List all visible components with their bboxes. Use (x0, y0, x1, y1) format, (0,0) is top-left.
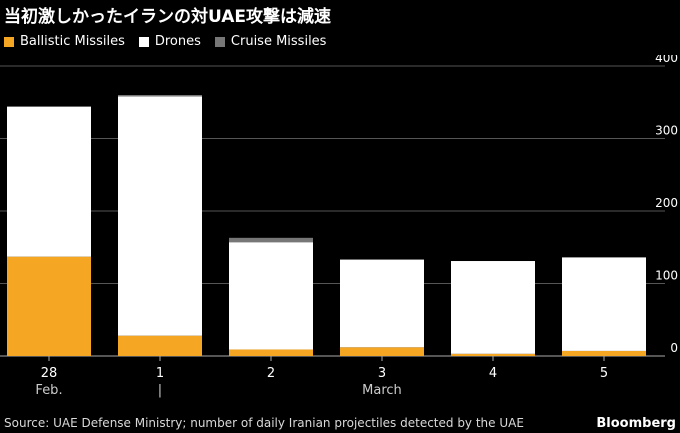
legend-label-drones: Drones (154, 34, 201, 49)
period-label: March (362, 383, 402, 398)
y-tick-label: 400 (655, 55, 678, 65)
period-label: Feb. (35, 383, 62, 398)
legend: Ballistic Missiles Drones Cruise Missile… (4, 34, 326, 49)
y-tick-label: 0 (670, 341, 678, 355)
source-note: Source: UAE Defense Ministry; number of … (4, 416, 524, 430)
bar-segment-drones (562, 257, 646, 351)
bar-segment-ballistic-missiles (229, 349, 313, 356)
bar-segment-drones (229, 242, 313, 350)
bar-segment-cruise-missiles (118, 95, 202, 97)
footer: Source: UAE Defense Ministry; number of … (4, 416, 676, 431)
bar-segment-drones (451, 261, 535, 354)
bar-segment-ballistic-missiles (562, 350, 646, 356)
x-tick-label: 28 (41, 366, 58, 381)
x-tick-label: 2 (267, 366, 275, 381)
legend-item-drones: Drones (138, 34, 201, 49)
legend-swatch-drones (138, 36, 149, 47)
legend-swatch-ballistic-missiles (4, 36, 14, 47)
y-tick-label: 300 (655, 124, 678, 138)
x-tick-label: 3 (378, 366, 386, 381)
bar-segment-drones (118, 96, 202, 336)
x-tick-label: 1 (156, 366, 164, 381)
bar-segment-ballistic-missiles (451, 353, 535, 356)
bar-segment-drones (340, 259, 424, 348)
bar-segment-cruise-missiles (229, 237, 313, 243)
brand-logo: Bloomberg (596, 416, 676, 431)
x-tick-label: 4 (489, 366, 497, 381)
legend-label-cruise-missiles: Cruise Missiles (230, 34, 327, 49)
bar-segment-ballistic-missiles (7, 256, 91, 356)
legend-label-ballistic-missiles: Ballistic Missiles (20, 34, 125, 49)
legend-item-ballistic-missiles: Ballistic Missiles (4, 34, 125, 49)
y-tick-label: 200 (655, 196, 678, 210)
bar-segment-ballistic-missiles (340, 347, 424, 356)
stacked-bar-chart: 0 100 200 300 400 28 1 2 3 4 5 Feb. | March (0, 55, 678, 398)
bar-segment-ballistic-missiles (118, 335, 202, 356)
period-label: | (158, 383, 162, 398)
x-tick-label: 5 (600, 366, 608, 381)
y-tick-label: 100 (655, 269, 678, 283)
legend-swatch-cruise-missiles (214, 36, 225, 47)
chart-title: 当初激しかったイランの対UAE攻撃は減速 (4, 7, 332, 27)
legend-item-cruise-missiles: Cruise Missiles (214, 34, 327, 49)
bar-segment-drones (7, 106, 91, 257)
